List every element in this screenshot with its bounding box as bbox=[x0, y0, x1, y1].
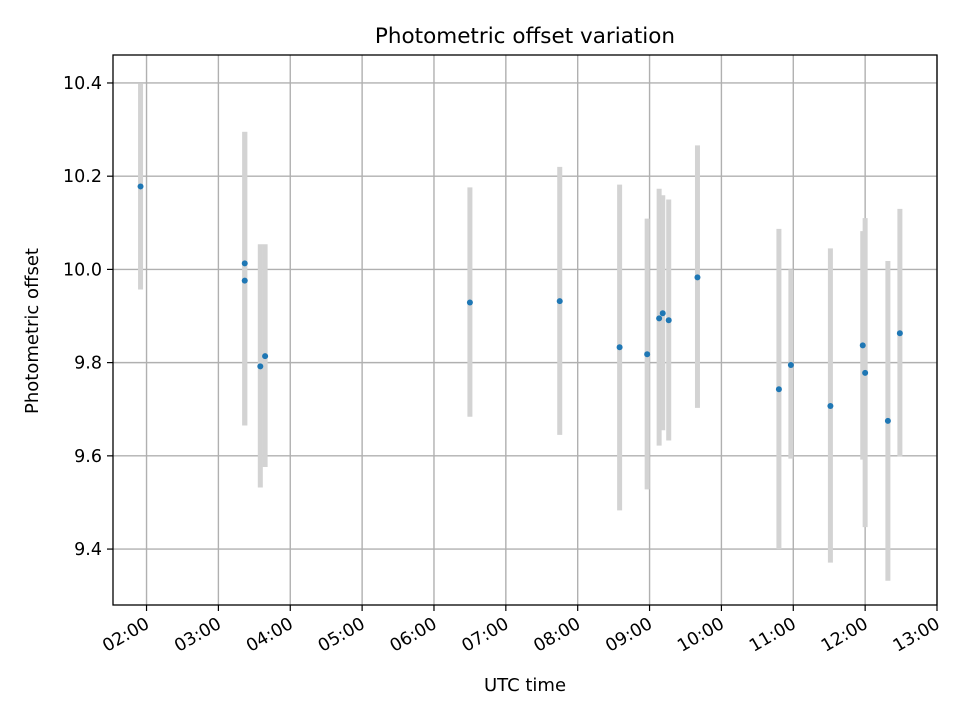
data-point bbox=[896, 330, 903, 337]
data-point bbox=[257, 363, 264, 370]
x-tick-label: 09:00 bbox=[602, 614, 656, 657]
x-tick-label: 13:00 bbox=[890, 614, 944, 657]
x-tick-label: 12:00 bbox=[818, 614, 872, 657]
y-axis-ticks: 9.4 9.6 9.8 10.0 10.2 10.4 bbox=[63, 74, 113, 560]
data-point bbox=[862, 369, 869, 376]
data-point bbox=[884, 417, 891, 424]
x-tick-label: 02:00 bbox=[99, 614, 153, 657]
chart-title: Photometric offset variation bbox=[375, 24, 675, 49]
error-bars bbox=[138, 83, 903, 581]
grid bbox=[113, 55, 938, 605]
data-point bbox=[137, 183, 144, 190]
x-tick-label: 08:00 bbox=[531, 614, 585, 657]
x-tick-label: 06:00 bbox=[387, 614, 441, 657]
data-point bbox=[859, 342, 866, 349]
x-tick-label: 11:00 bbox=[746, 614, 800, 657]
y-axis-label: Photometric offset bbox=[22, 248, 43, 414]
data-point bbox=[787, 361, 794, 368]
plot-frame bbox=[112, 54, 938, 606]
x-tick-label: 07:00 bbox=[459, 614, 513, 657]
x-tick-label: 03:00 bbox=[171, 614, 225, 657]
data-point bbox=[556, 298, 563, 305]
data-point bbox=[659, 310, 666, 317]
x-tick-label: 05:00 bbox=[315, 614, 369, 657]
data-points bbox=[137, 183, 903, 424]
x-tick-label: 04:00 bbox=[243, 614, 297, 657]
y-tick-label: 10.4 bbox=[63, 74, 102, 94]
y-tick-label: 9.8 bbox=[74, 354, 102, 374]
data-point bbox=[241, 260, 248, 267]
x-axis-label: UTC time bbox=[484, 675, 566, 696]
data-point bbox=[644, 351, 651, 358]
data-point bbox=[241, 277, 248, 284]
data-point bbox=[262, 353, 269, 360]
y-tick-label: 9.4 bbox=[74, 540, 102, 560]
y-tick-label: 10.2 bbox=[63, 167, 102, 187]
x-axis-ticks: 02:00 03:00 04:00 05:00 06:00 07:00 08:00 09:00… bbox=[99, 605, 944, 657]
data-point bbox=[656, 315, 663, 322]
data-point bbox=[665, 317, 672, 324]
data-point bbox=[827, 402, 834, 409]
data-point bbox=[616, 344, 623, 351]
y-tick-label: 9.6 bbox=[74, 447, 102, 467]
x-tick-label: 10:00 bbox=[674, 614, 728, 657]
data-point bbox=[694, 274, 701, 281]
data-point bbox=[466, 299, 473, 306]
y-tick-label: 10.0 bbox=[63, 260, 102, 280]
data-point bbox=[775, 386, 782, 393]
